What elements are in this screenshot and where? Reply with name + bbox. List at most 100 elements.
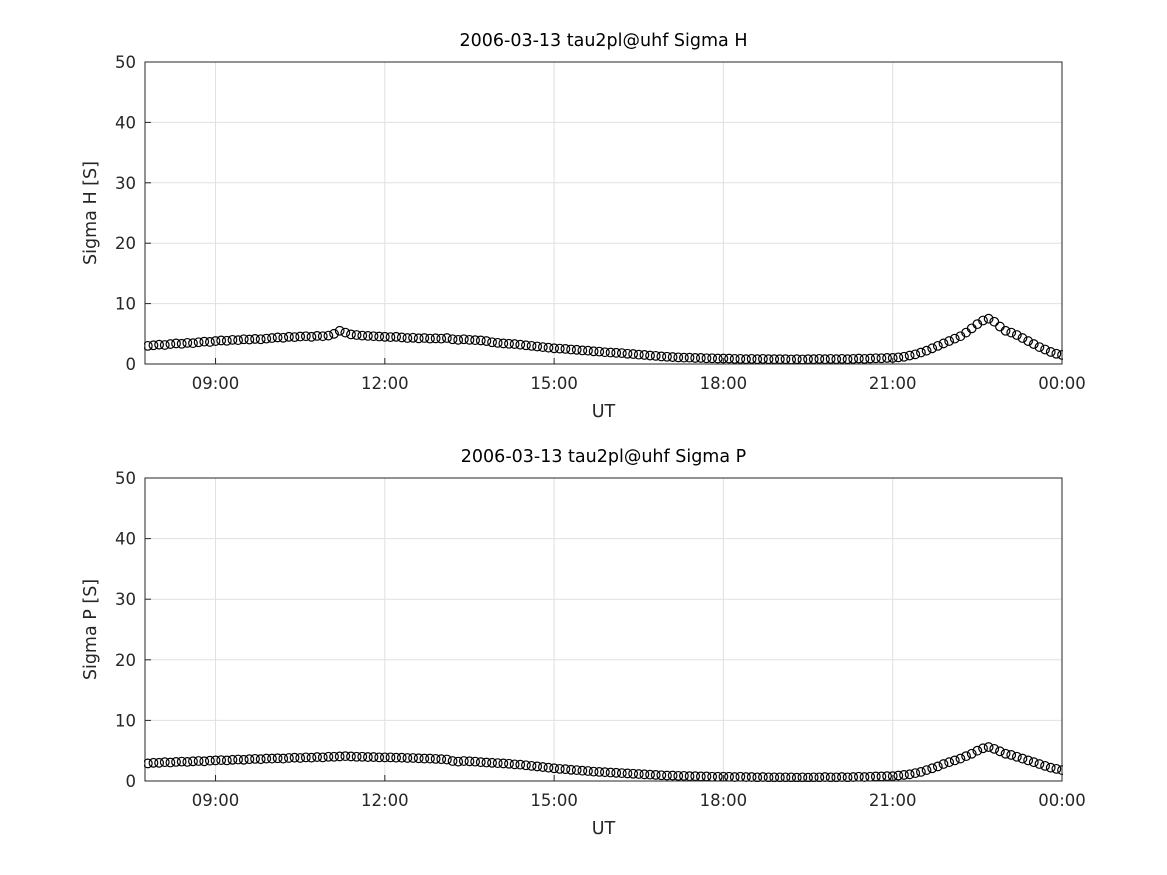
data-marker bbox=[769, 772, 780, 782]
data-marker bbox=[650, 350, 661, 361]
data-marker bbox=[543, 762, 554, 773]
data-marker bbox=[645, 350, 655, 361]
data-marker bbox=[351, 751, 362, 762]
data-marker bbox=[515, 339, 526, 350]
data-marker bbox=[1045, 347, 1056, 357]
data-marker bbox=[317, 331, 328, 342]
data-marker bbox=[182, 337, 193, 348]
data-marker bbox=[357, 751, 368, 762]
data-marker bbox=[363, 752, 373, 762]
data-marker bbox=[385, 752, 396, 763]
data-marker bbox=[413, 753, 424, 764]
data-marker bbox=[221, 755, 232, 766]
data-marker bbox=[594, 346, 605, 357]
data-marker bbox=[312, 331, 323, 341]
x-tick-label: 00:00 bbox=[1038, 374, 1086, 393]
data-marker bbox=[154, 757, 165, 768]
data-marker bbox=[741, 354, 751, 365]
data-marker bbox=[622, 348, 633, 359]
data-marker bbox=[583, 766, 593, 776]
data-marker bbox=[1051, 348, 1062, 359]
data-marker bbox=[938, 759, 949, 769]
x-tick-label: 12:00 bbox=[361, 791, 409, 810]
y-tick-label: 10 bbox=[115, 711, 136, 730]
data-marker bbox=[204, 337, 215, 347]
data-marker bbox=[899, 770, 909, 780]
data-marker bbox=[521, 340, 531, 351]
data-marker bbox=[628, 768, 639, 779]
x-axis-label: UT bbox=[592, 402, 616, 422]
data-marker bbox=[425, 333, 435, 344]
data-marker bbox=[605, 347, 616, 358]
data-marker bbox=[436, 754, 447, 765]
data-marker bbox=[498, 338, 509, 349]
y-tick-label: 50 bbox=[115, 53, 136, 72]
data-marker bbox=[532, 761, 543, 772]
data-marker bbox=[176, 338, 187, 349]
data-marker bbox=[537, 762, 548, 772]
data-marker bbox=[464, 756, 475, 767]
data-marker bbox=[340, 751, 351, 762]
data-marker bbox=[650, 770, 661, 780]
data-marker bbox=[284, 753, 294, 763]
data-marker bbox=[193, 756, 204, 766]
x-tick-label: 00:00 bbox=[1038, 791, 1086, 810]
data-marker bbox=[458, 756, 469, 766]
data-marker bbox=[233, 335, 244, 346]
data-marker bbox=[346, 751, 356, 762]
x-tick-label: 15:00 bbox=[530, 374, 578, 393]
data-marker bbox=[289, 332, 300, 343]
x-tick-label: 18:00 bbox=[700, 791, 748, 810]
data-marker bbox=[227, 334, 238, 345]
data-marker bbox=[837, 353, 847, 364]
data-marker bbox=[464, 334, 475, 345]
data-marker bbox=[949, 755, 960, 766]
data-marker bbox=[1051, 763, 1062, 774]
data-marker bbox=[995, 321, 1005, 332]
data-marker bbox=[391, 331, 402, 342]
data-marker bbox=[774, 772, 785, 782]
plot-title: 2006-03-13 tau2pl@uhf Sigma H bbox=[459, 31, 747, 51]
data-marker bbox=[983, 313, 994, 324]
data-marker bbox=[458, 334, 469, 345]
data-marker bbox=[1028, 339, 1039, 349]
data-marker bbox=[673, 770, 684, 781]
data-marker bbox=[144, 758, 153, 769]
data-marker bbox=[447, 756, 458, 766]
data-marker bbox=[712, 353, 723, 364]
y-tick-label: 20 bbox=[115, 651, 136, 670]
x-tick-label: 18:00 bbox=[700, 374, 748, 393]
data-marker bbox=[188, 756, 198, 767]
data-marker bbox=[791, 354, 802, 365]
data-marker bbox=[904, 350, 915, 361]
chart-1: 09:00 12:00 15:00 18:00 21:00 00:00 0 10 20 30 40 5… bbox=[81, 447, 1086, 839]
data-marker bbox=[989, 316, 1000, 327]
data-marker bbox=[927, 343, 938, 354]
data-marker bbox=[278, 753, 289, 764]
data-marker bbox=[566, 764, 576, 775]
data-marker bbox=[278, 332, 289, 343]
data-marker bbox=[532, 341, 543, 352]
data-marker bbox=[379, 752, 390, 763]
data-marker bbox=[876, 353, 887, 364]
data-marker bbox=[261, 333, 272, 344]
data-marker bbox=[769, 354, 780, 365]
chart-0: 09:00 12:00 15:00 18:00 21:00 00:00 0 10 20 30 40 5… bbox=[81, 31, 1086, 422]
data-marker bbox=[560, 344, 571, 354]
data-marker bbox=[481, 757, 492, 768]
data-marker bbox=[622, 768, 633, 779]
x-tick-label: 12:00 bbox=[361, 374, 409, 393]
data-marker bbox=[515, 759, 526, 770]
data-marker bbox=[780, 772, 791, 782]
data-marker bbox=[1045, 762, 1056, 773]
data-marker bbox=[859, 353, 870, 364]
data-marker bbox=[910, 768, 921, 779]
data-marker bbox=[724, 353, 734, 364]
data-marker bbox=[396, 332, 407, 343]
data-marker bbox=[188, 338, 198, 349]
data-marker bbox=[289, 752, 300, 763]
data-marker bbox=[475, 757, 486, 768]
data-marker bbox=[171, 757, 181, 767]
data-marker bbox=[340, 327, 351, 338]
